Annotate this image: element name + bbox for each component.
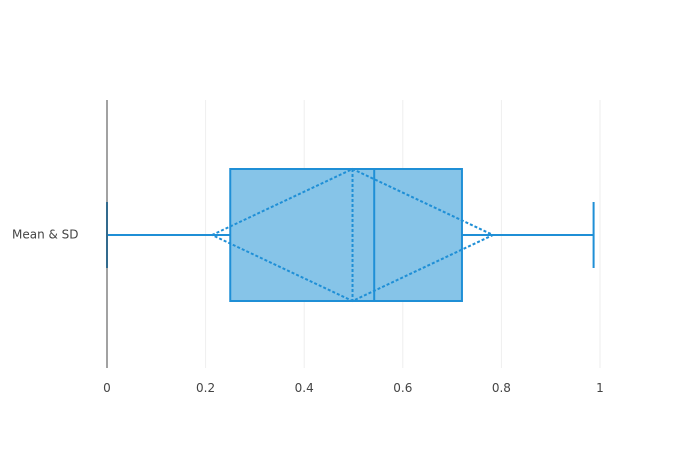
x-tick-label: 0.8 <box>492 381 511 395</box>
x-tick-label: 0.4 <box>295 381 314 395</box>
sd-diamond <box>209 167 496 303</box>
box-layer <box>106 167 595 303</box>
x-tick-label: 0 <box>103 381 111 395</box>
iqr-box <box>229 168 463 302</box>
x-tick-label: 0.6 <box>393 381 412 395</box>
x-tick-label: 0.2 <box>196 381 215 395</box>
category-label: Mean & SD <box>12 228 79 242</box>
axis-layer: 0 0.2 0.4 0.6 0.8 1 Mean & SD <box>12 100 604 395</box>
x-tick-label: 1 <box>596 381 604 395</box>
